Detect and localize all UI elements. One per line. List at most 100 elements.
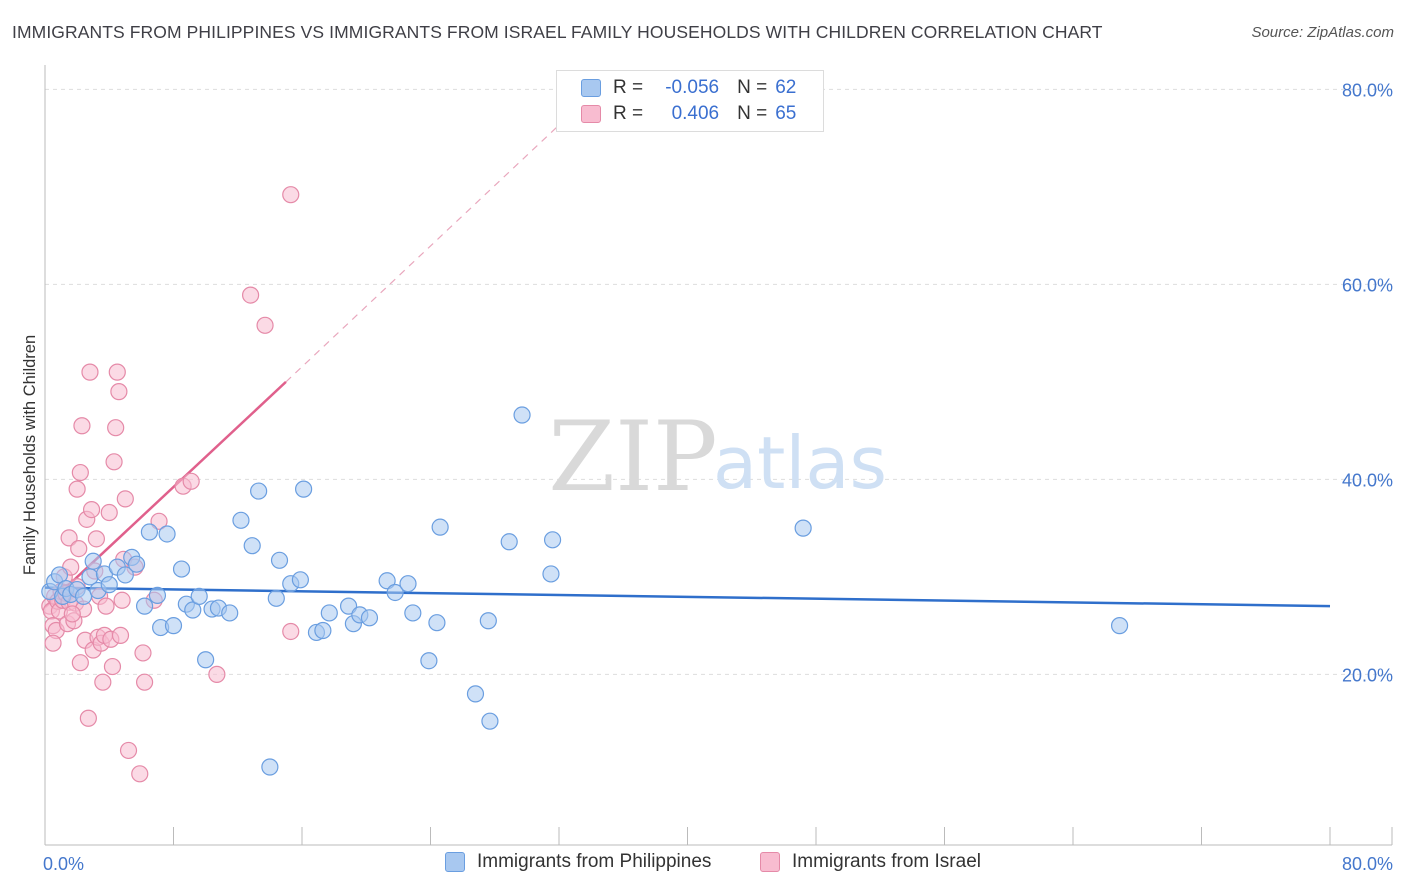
philippines-point [295, 480, 313, 498]
philippines-point [794, 519, 812, 537]
israel-point [242, 286, 260, 304]
philippines-point [543, 531, 562, 549]
israel-swatch [760, 852, 780, 872]
legend-row-philippines: R = -0.056 N = 62 [581, 76, 796, 100]
philippines-point [420, 652, 438, 670]
legend-row-israel: R = 0.406 N = 65 [581, 102, 796, 126]
philippines-point [116, 566, 134, 584]
israel-point [256, 316, 274, 334]
philippines-swatch [581, 79, 601, 97]
legend-label: Immigrants from Philippines [477, 851, 712, 872]
israel-point [70, 539, 88, 558]
chart-title: IMMIGRANTS FROM PHILIPPINES VS IMMIGRANT… [12, 22, 1103, 42]
x-tick-labels: 0.0% 80.0% [43, 854, 1393, 874]
philippines-point [428, 614, 446, 632]
n-value: 62 [775, 77, 797, 98]
r-value: -0.056 [665, 77, 720, 98]
y-axis-label: Family Households with Children [21, 335, 39, 575]
israel-trend-extension [285, 103, 582, 383]
watermark: ZIP atlas [548, 401, 887, 513]
israel-point [131, 765, 149, 783]
series-legend: Immigrants from Philippines Immigrants f… [0, 851, 1406, 877]
israel-point [87, 530, 106, 548]
philippines-point [74, 587, 93, 605]
philippines-point [232, 511, 250, 529]
philippines-point [542, 565, 560, 583]
israel-point [119, 741, 138, 760]
israel-point [135, 673, 154, 691]
y-tick-labels: 20.0% 40.0% 60.0% 80.0% [1342, 80, 1393, 685]
r-label: R = [613, 103, 644, 124]
gridlines [45, 88, 1392, 675]
axes [44, 65, 1393, 846]
philippines-point [360, 609, 379, 627]
israel-point [134, 644, 152, 662]
philippines-point [261, 758, 279, 776]
watermark-atlas: atlas [713, 421, 887, 505]
r-value: 0.406 [671, 103, 720, 124]
philippines-point [481, 712, 499, 730]
philippines-point [243, 537, 261, 555]
israel-point [94, 673, 112, 691]
israel-point [208, 665, 226, 683]
philippines-point [172, 560, 191, 578]
philippines-point [339, 597, 358, 615]
israel-point [71, 463, 89, 482]
philippines-point [140, 523, 159, 541]
israel-point [282, 622, 300, 641]
philippines-point [100, 576, 118, 594]
philippines-point [267, 589, 285, 607]
israel-point [107, 419, 125, 437]
philippines-point [431, 518, 449, 536]
n-label: N = [737, 103, 768, 124]
israel-point [81, 363, 99, 381]
philippines-point [404, 604, 422, 622]
y-tick-label: 20.0% [1342, 665, 1393, 685]
philippines-point [190, 587, 208, 605]
israel-point [71, 654, 89, 672]
israel-point [60, 529, 78, 547]
philippines-point [1110, 617, 1129, 635]
israel-point [73, 417, 91, 435]
philippines-trend-line [44, 586, 1331, 608]
philippines-point [399, 575, 417, 593]
israel-point [108, 363, 126, 381]
y-tick-label: 40.0% [1342, 470, 1393, 490]
israel-point [282, 186, 300, 204]
israel-point [44, 634, 62, 652]
n-label: N = [737, 77, 768, 98]
philippines-points [41, 406, 1129, 776]
philippines-point [378, 572, 396, 590]
israel-point [150, 512, 168, 530]
philippines-point [221, 604, 239, 622]
israel-point [182, 472, 200, 490]
israel-point [116, 490, 134, 508]
philippines-point [127, 555, 146, 573]
philippines-point [84, 552, 102, 570]
legend-item-philippines[interactable]: Immigrants from Philippines [445, 851, 711, 873]
n-value: 65 [775, 103, 797, 124]
israel-trend-line [44, 380, 287, 609]
x-tick-label: 0.0% [43, 854, 84, 874]
israel-point [103, 657, 122, 676]
philippines-point [135, 597, 154, 615]
israel-point [82, 501, 101, 519]
philippines-point [314, 621, 332, 640]
philippines-point [479, 612, 497, 630]
israel-point [105, 453, 123, 471]
trend-lines [44, 103, 1331, 609]
philippines-point [291, 571, 309, 589]
israel-point [110, 383, 128, 401]
legend-label: Immigrants from Israel [792, 851, 981, 872]
philippines-point [164, 617, 183, 635]
philippines-point [158, 525, 176, 543]
israel-point [68, 480, 86, 498]
watermark-zip: ZIP [548, 401, 717, 513]
philippines-swatch [445, 852, 465, 872]
israel-point [63, 605, 81, 623]
legend-item-israel[interactable]: Immigrants from Israel [760, 851, 981, 873]
philippines-point [513, 406, 531, 424]
israel-swatch [581, 105, 601, 123]
israel-point [97, 597, 115, 615]
